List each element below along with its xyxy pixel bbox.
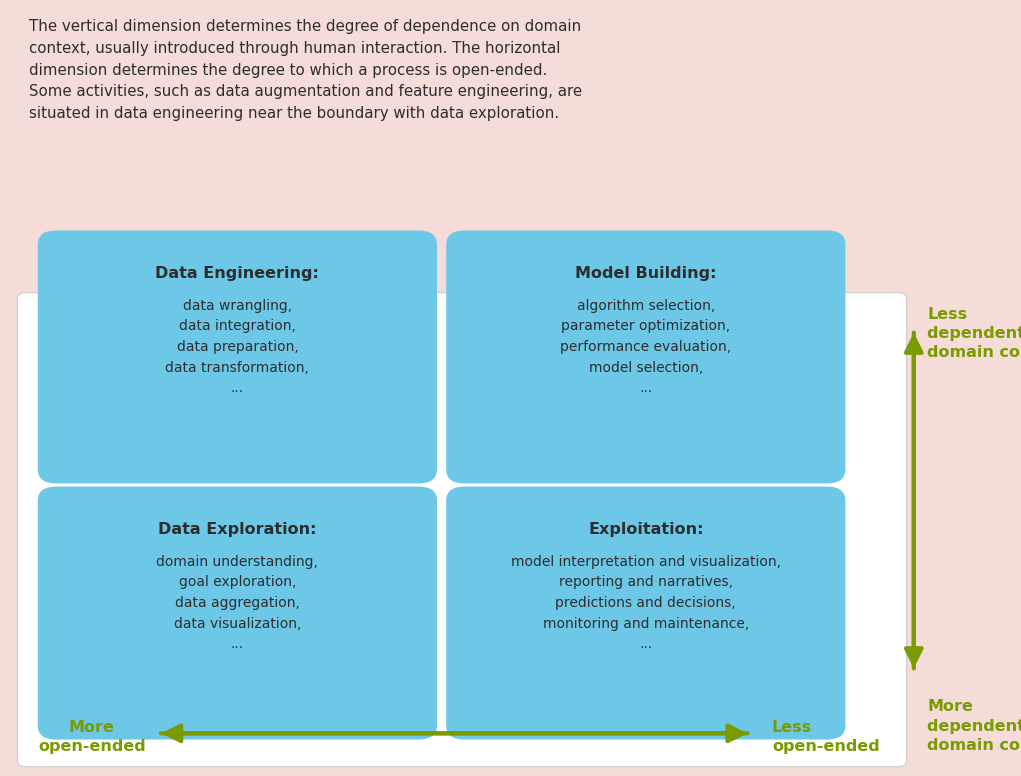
FancyBboxPatch shape bbox=[38, 230, 437, 483]
Text: Less
dependent on
domain context: Less dependent on domain context bbox=[927, 307, 1021, 360]
FancyBboxPatch shape bbox=[446, 487, 845, 740]
FancyBboxPatch shape bbox=[446, 230, 845, 483]
Text: The vertical dimension determines the degree of dependence on domain
context, us: The vertical dimension determines the de… bbox=[29, 19, 582, 121]
Text: algorithm selection,
parameter optimization,
performance evaluation,
model selec: algorithm selection, parameter optimizat… bbox=[561, 299, 731, 395]
Text: Model Building:: Model Building: bbox=[575, 266, 717, 281]
Text: domain understanding,
goal exploration,
data aggregation,
data visualization,
..: domain understanding, goal exploration, … bbox=[156, 555, 319, 651]
Text: Exploitation:: Exploitation: bbox=[588, 522, 703, 537]
Text: data wrangling,
data integration,
data preparation,
data transformation,
...: data wrangling, data integration, data p… bbox=[165, 299, 309, 395]
Text: More
open-ended: More open-ended bbox=[38, 720, 146, 754]
Text: Less
open-ended: Less open-ended bbox=[772, 720, 880, 754]
FancyBboxPatch shape bbox=[38, 487, 437, 740]
Text: Data Exploration:: Data Exploration: bbox=[158, 522, 317, 537]
Text: More
dependent on
domain context: More dependent on domain context bbox=[927, 699, 1021, 753]
Text: Data Engineering:: Data Engineering: bbox=[155, 266, 320, 281]
Text: model interpretation and visualization,
reporting and narratives,
predictions an: model interpretation and visualization, … bbox=[510, 555, 781, 651]
FancyBboxPatch shape bbox=[17, 293, 907, 767]
